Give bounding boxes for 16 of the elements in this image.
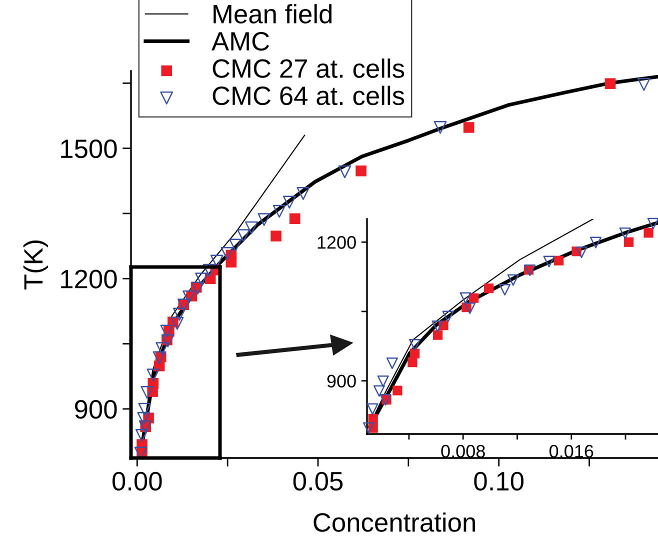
- y-tick-label: 1200: [61, 270, 117, 288]
- legend-label: Mean field: [214, 4, 332, 24]
- y-tick-label: 1500: [61, 139, 117, 158]
- legend-label: CMC 27 at. cells: [212, 58, 404, 78]
- x-tick-label: 0.016: [549, 444, 594, 458]
- x-tick-label: 0.008: [441, 444, 485, 458]
- x-tick-label: 0.00: [112, 472, 162, 491]
- x-tick-label: 0.05: [293, 472, 343, 491]
- y-tick-label: 1200: [318, 236, 356, 249]
- x-axis-title: Concentration: [314, 512, 475, 532]
- x-tick-label: 0.10: [474, 472, 524, 491]
- y-tick-label: 900: [327, 374, 356, 388]
- y-axis-title: T(K): [23, 240, 48, 290]
- legend-label: AMC: [212, 32, 270, 51]
- y-tick-label: 900: [75, 400, 117, 419]
- legend-label: CMC 64 at. cells: [212, 86, 404, 106]
